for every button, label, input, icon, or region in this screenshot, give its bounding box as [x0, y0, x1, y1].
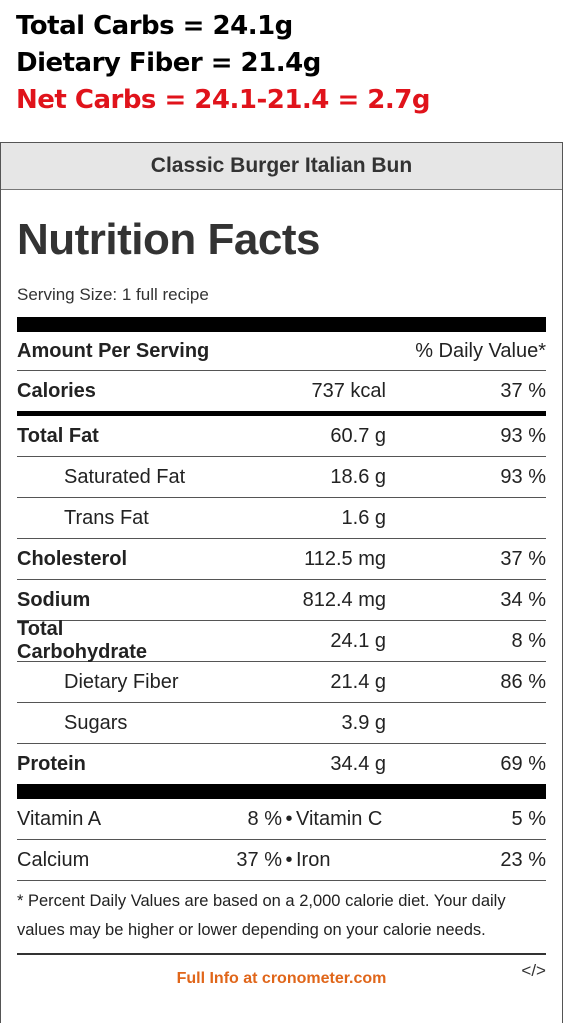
nutrition-facts-panel: Nutrition Facts Serving Size: 1 full rec… [17, 189, 546, 1003]
vitamin-name: Iron [296, 848, 331, 871]
vitamin-value: 5 % [511, 807, 546, 830]
nutrient-row-calories: Calories 737 kcal 37 % [17, 371, 546, 411]
nutrition-card: Classic Burger Italian Bun Nutrition Fac… [0, 142, 563, 1023]
nutrition-facts-heading: Nutrition Facts [17, 215, 320, 264]
daily-value-label: % Daily Value* [415, 339, 546, 362]
nutrient-dv: 37 % [500, 547, 546, 570]
nutrient-name: Sodium [17, 588, 91, 611]
nutrient-row-protein: Protein 34.4 g 69 % [17, 744, 546, 784]
nutrient-row-cholesterol: Cholesterol 112.5 mg 37 % [17, 539, 546, 580]
nutrient-name: Trans Fat [64, 506, 149, 529]
total-carbs-line: Total Carbs = 24.1g [16, 11, 293, 41]
nutrient-row-total-fat: Total Fat 60.7 g 93 % [17, 416, 546, 457]
vitamin-value: 8 % [247, 807, 282, 830]
nutrient-amount: 18.6 g [330, 465, 386, 488]
card-footer: Full Info at cronometer.com </> [17, 955, 546, 1003]
vitamin-row: Vitamin A 8 % • Vitamin C 5 % [17, 799, 546, 840]
nutrient-name: Dietary Fiber [64, 670, 179, 693]
amount-header-row: Amount Per Serving % Daily Value* [17, 332, 546, 371]
nutrient-name: Cholesterol [17, 547, 128, 570]
nutrient-dv: 8 % [511, 629, 546, 652]
nutrient-amount: 60.7 g [330, 424, 386, 447]
vitamin-name: Calcium [17, 848, 90, 871]
nutrient-row-trans-fat: Trans Fat 1.6 g [17, 498, 546, 539]
nutrient-row-sugars: Sugars 3.9 g [17, 703, 546, 744]
nutrient-name: Sugars [64, 711, 128, 734]
bullet-separator: • [285, 807, 293, 830]
dietary-fiber-line: Dietary Fiber = 21.4g [16, 48, 321, 78]
medium-divider [17, 411, 546, 416]
nutrient-dv: 86 % [500, 670, 546, 693]
nutrient-row-saturated-fat: Saturated Fat 18.6 g 93 % [17, 457, 546, 498]
embed-code-icon[interactable]: </> [521, 961, 546, 980]
nutrient-dv: 93 % [500, 465, 546, 488]
daily-value-footnote: * Percent Daily Values are based on a 2,… [17, 881, 546, 955]
vitamin-name: Vitamin A [17, 807, 102, 830]
nutrient-name: Protein [17, 752, 86, 775]
nutrient-amount: 3.9 g [341, 711, 386, 734]
nutrient-amount: 737 kcal [311, 379, 387, 402]
thick-divider [17, 317, 546, 332]
nutrient-row-sodium: Sodium 812.4 mg 34 % [17, 580, 546, 621]
net-carbs-overlay: Total Carbs = 24.1g Dietary Fiber = 21.4… [16, 8, 430, 119]
net-carbs-line: Net Carbs = 24.1-21.4 = 2.7g [16, 85, 430, 115]
serving-size: Serving Size: 1 full recipe [17, 285, 209, 304]
nutrient-dv: 34 % [500, 588, 546, 611]
nutrient-amount: 1.6 g [341, 506, 386, 529]
vitamin-value: 23 % [500, 848, 546, 871]
nutrient-name: Total Carbohydrate [17, 618, 148, 663]
vitamin-value: 37 % [236, 848, 282, 871]
recipe-title: Classic Burger Italian Bun [1, 143, 562, 190]
nutrient-row-dietary-fiber: Dietary Fiber 21.4 g 86 % [17, 662, 546, 703]
amount-per-serving-label: Amount Per Serving [17, 339, 210, 362]
nutrient-dv: 93 % [500, 424, 546, 447]
cronometer-link[interactable]: Full Info at cronometer.com [176, 970, 387, 987]
vitamin-name: Vitamin C [296, 807, 383, 830]
nutrient-dv: 37 % [500, 379, 546, 402]
nutrient-name: Calories [17, 379, 96, 402]
nutrient-amount: 21.4 g [330, 670, 386, 693]
thick-divider [17, 784, 546, 799]
vitamin-row: Calcium 37 % • Iron 23 % [17, 840, 546, 881]
nutrient-amount: 34.4 g [330, 752, 386, 775]
nutrient-amount: 24.1 g [330, 629, 386, 652]
nutrient-dv: 69 % [500, 752, 546, 775]
nutrient-amount: 112.5 mg [304, 547, 386, 570]
nutrient-amount: 812.4 mg [302, 588, 386, 611]
nutrient-name: Saturated Fat [64, 465, 186, 488]
bullet-separator: • [285, 848, 293, 871]
nutrient-name: Total Fat [17, 424, 99, 447]
nutrient-row-total-carbohydrate: Total Carbohydrate 24.1 g 8 % [17, 618, 546, 663]
